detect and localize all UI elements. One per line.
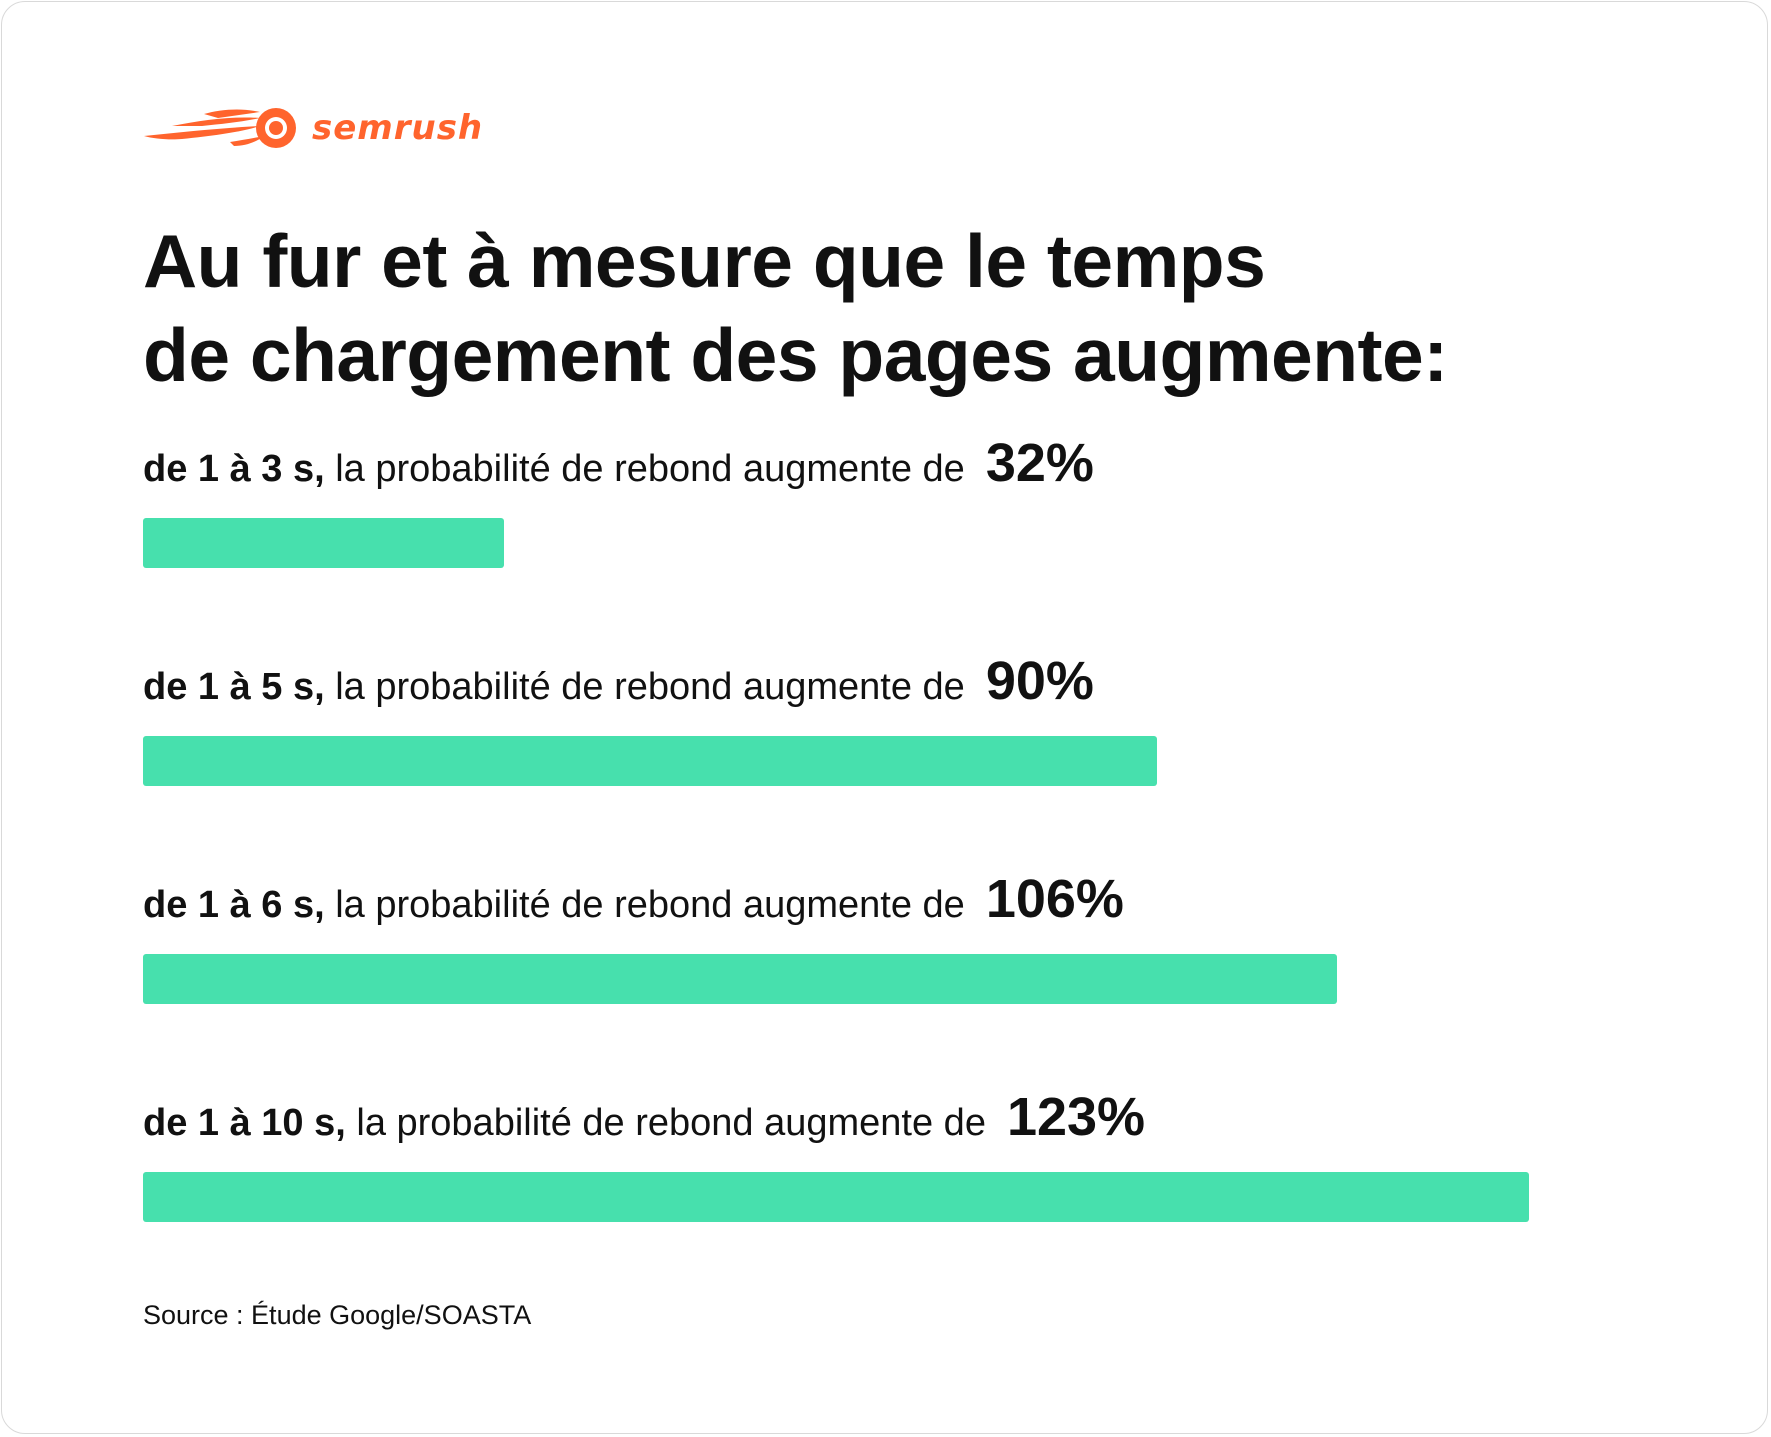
bar-label-text: la probabilité de rebond augmente de bbox=[345, 1102, 986, 1144]
title-line-2: de chargement des pages augmente: bbox=[143, 313, 1448, 397]
bar-label-text: la probabilité de rebond augmente de bbox=[324, 448, 965, 490]
bar-4 bbox=[143, 1172, 1529, 1222]
bar-label-2: de 1 à 5 s, la probabilité de rebond aug… bbox=[143, 654, 1094, 712]
bar-label-text: la probabilité de rebond augmente de bbox=[324, 884, 965, 926]
page-title: Au fur et à mesure que le temps de charg… bbox=[143, 214, 1643, 402]
bar-value-label: 32% bbox=[970, 433, 1094, 493]
semrush-logo: semrush bbox=[142, 106, 483, 150]
source-note: Source : Étude Google/SOASTA bbox=[143, 1300, 532, 1330]
bar-2 bbox=[143, 736, 1157, 786]
bar-label-3: de 1 à 6 s, la probabilité de rebond aug… bbox=[143, 872, 1124, 930]
bar-category: de 1 à 10 s, bbox=[143, 1102, 346, 1144]
semrush-comet-icon bbox=[144, 108, 296, 148]
bar-3 bbox=[143, 954, 1337, 1004]
bar-category: de 1 à 6 s, bbox=[143, 884, 325, 926]
bar-category: de 1 à 3 s, bbox=[143, 448, 325, 490]
bar-label-text: la probabilité de rebond augmente de bbox=[324, 666, 965, 708]
bar-1 bbox=[143, 518, 504, 568]
bar-label-4: de 1 à 10 s, la probabilité de rebond au… bbox=[143, 1090, 1145, 1148]
bar-category: de 1 à 5 s, bbox=[143, 666, 325, 708]
bar-value-label: 123% bbox=[991, 1087, 1146, 1147]
semrush-wordmark: semrush bbox=[312, 108, 484, 148]
bar-label-1: de 1 à 3 s, la probabilité de rebond aug… bbox=[143, 436, 1094, 494]
bar-value-label: 106% bbox=[970, 869, 1124, 929]
title-line-1: Au fur et à mesure que le temps bbox=[143, 219, 1266, 303]
bar-value-label: 90% bbox=[970, 651, 1094, 711]
